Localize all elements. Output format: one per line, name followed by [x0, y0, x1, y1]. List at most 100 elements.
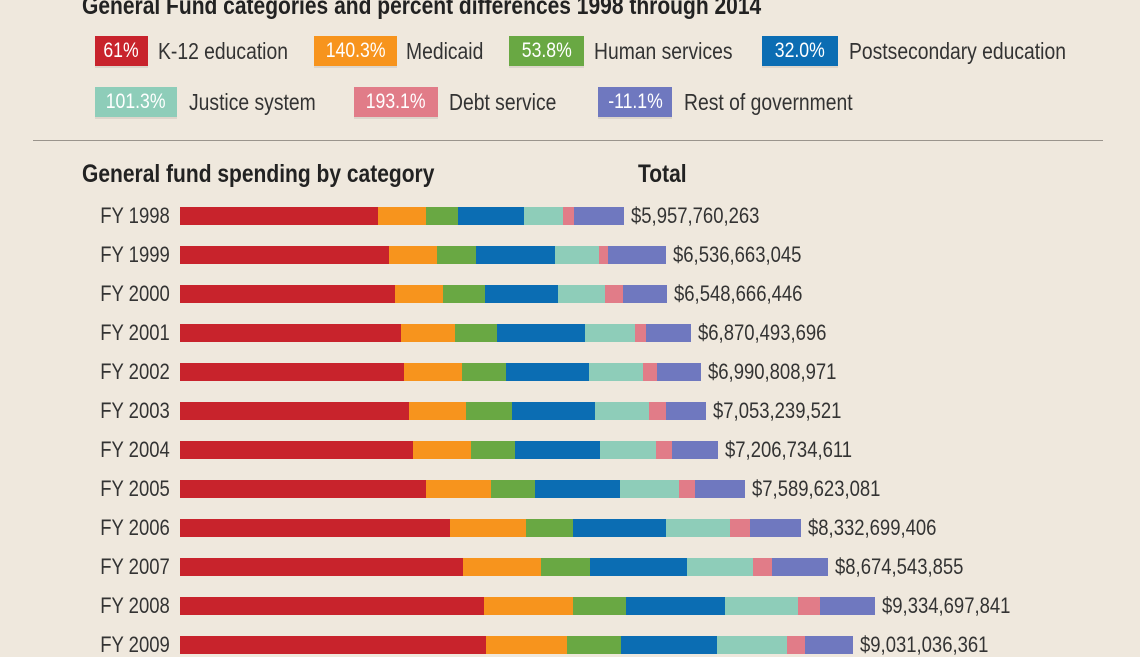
total-label: $6,548,666,446: [674, 281, 803, 306]
total-label: $6,870,493,696: [698, 320, 827, 345]
bar-segment-postsecondary-education: [457, 207, 525, 225]
legend-change: 53.8%: [521, 39, 572, 62]
total-header: Total: [638, 160, 687, 188]
legend-change: 140.3%: [325, 39, 386, 62]
bar-segment-medicaid: [449, 519, 527, 537]
bar-segment-medicaid: [463, 558, 542, 576]
bar-segment-k-12-education: [180, 363, 405, 381]
legend-label: Debt service: [449, 89, 557, 115]
total-label: $5,957,760,263: [631, 203, 760, 228]
bar-segment-postsecondary-education: [590, 558, 687, 576]
bar-segment-human-services: [471, 441, 516, 459]
bar-segment-postsecondary-education: [506, 363, 589, 381]
bar-segment-justice-system: [724, 597, 798, 615]
category-label: FY 1998: [100, 203, 170, 228]
bar-segment-rest-of-government: [574, 207, 624, 225]
bar-segment-debt-service: [787, 636, 806, 654]
bar-segment-justice-system: [524, 207, 563, 225]
legend-swatch: 53.8%: [509, 36, 584, 66]
bar-segment-human-services: [437, 246, 476, 264]
bar-segment-medicaid: [378, 207, 426, 225]
category-label: FY 1999: [100, 242, 170, 267]
category-label: FY 2009: [100, 632, 170, 657]
bar-segment-medicaid: [486, 636, 568, 654]
category-label: FY 2004: [100, 437, 170, 462]
bar-segment-rest-of-government: [694, 480, 745, 498]
bar-segment-justice-system: [620, 480, 680, 498]
legend-swatch: 61%: [95, 36, 148, 66]
legend-change: 32.0%: [774, 39, 826, 62]
bar-segment-justice-system: [717, 636, 788, 654]
bar-segment-medicaid: [425, 480, 491, 498]
bar-segment-medicaid: [413, 441, 472, 459]
legend-label: Postsecondary education: [849, 38, 1066, 64]
category-label: FY 2007: [100, 554, 170, 579]
bar-segment-k-12-education: [180, 207, 379, 225]
bar-segment-postsecondary-education: [621, 636, 718, 654]
category-label: FY 2001: [100, 320, 170, 345]
bar-segment-postsecondary-education: [475, 246, 556, 264]
bar-segment-debt-service: [648, 402, 666, 420]
bar-segment-debt-service: [598, 246, 609, 264]
legend-swatch: 140.3%: [314, 36, 397, 66]
bar-segment-k-12-education: [180, 402, 409, 420]
bar-segment-debt-service: [635, 324, 647, 342]
bar-segment-human-services: [567, 636, 622, 654]
legend-label: Justice system: [189, 89, 316, 115]
bar-segment-rest-of-government: [656, 363, 701, 381]
bar-segment-human-services: [526, 519, 573, 537]
bar-segment-justice-system: [686, 558, 753, 576]
bar-segment-rest-of-government: [665, 402, 706, 420]
bar-segment-debt-service: [605, 285, 623, 303]
bar-segment-medicaid: [401, 324, 455, 342]
total-label: $6,536,663,045: [673, 242, 802, 267]
bar-segment-human-services: [490, 480, 535, 498]
bar-segment-human-services: [541, 558, 591, 576]
total-label: $8,674,543,855: [835, 554, 964, 579]
total-label: $7,206,734,611: [724, 437, 852, 462]
legend-change: 61%: [103, 39, 140, 62]
bar-segment-postsecondary-education: [515, 441, 601, 459]
bar-segment-medicaid: [408, 402, 467, 420]
bar-segment-medicaid: [395, 285, 443, 303]
total-label: $7,589,623,081: [751, 476, 881, 501]
bar-segment-rest-of-government: [805, 636, 853, 654]
bar-segment-medicaid: [389, 246, 438, 264]
category-label: FY 2002: [100, 359, 170, 384]
bar-segment-justice-system: [555, 246, 599, 264]
bar-segment-k-12-education: [180, 480, 426, 498]
legend-label: Human services: [594, 38, 733, 64]
legend-swatch: 32.0%: [762, 36, 838, 66]
bar-segment-debt-service: [642, 363, 657, 381]
legend-label: Rest of government: [684, 89, 853, 115]
bar-segment-justice-system: [594, 402, 649, 420]
legend-change: 101.3%: [106, 90, 166, 113]
total-label: $9,031,036,361: [859, 632, 989, 657]
category-label: FY 2003: [100, 398, 170, 423]
bar-segment-rest-of-government: [749, 519, 801, 537]
bar-segment-debt-service: [679, 480, 695, 498]
bar-segment-postsecondary-education: [534, 480, 621, 498]
total-label: $7,053,239,521: [712, 398, 842, 423]
bar-segment-postsecondary-education: [572, 519, 667, 537]
total-label: $9,334,697,841: [882, 593, 1011, 618]
legend-label: K-12 education: [158, 38, 288, 64]
legend-swatch: -11.1%: [598, 87, 672, 117]
bar-segment-postsecondary-education: [625, 597, 725, 615]
bar-segment-human-services: [454, 324, 497, 342]
bar-segment-justice-system: [589, 363, 643, 381]
legend-swatch: 101.3%: [95, 87, 177, 117]
bar-segment-rest-of-government: [646, 324, 692, 342]
bar-segment-debt-service: [729, 519, 750, 537]
bar-segment-medicaid: [404, 363, 462, 381]
bar-segment-rest-of-government: [622, 285, 668, 303]
bar-segment-human-services: [425, 207, 458, 225]
bar-segment-rest-of-government: [671, 441, 718, 459]
legend-swatch: 193.1%: [354, 87, 438, 117]
bar-segment-k-12-education: [180, 324, 402, 342]
chart-title: General Fund categories and percent diff…: [82, 0, 762, 20]
category-label: FY 2006: [100, 515, 170, 540]
bar-segment-justice-system: [666, 519, 730, 537]
bar-segment-k-12-education: [180, 441, 414, 459]
bar-segment-human-services: [572, 597, 626, 615]
